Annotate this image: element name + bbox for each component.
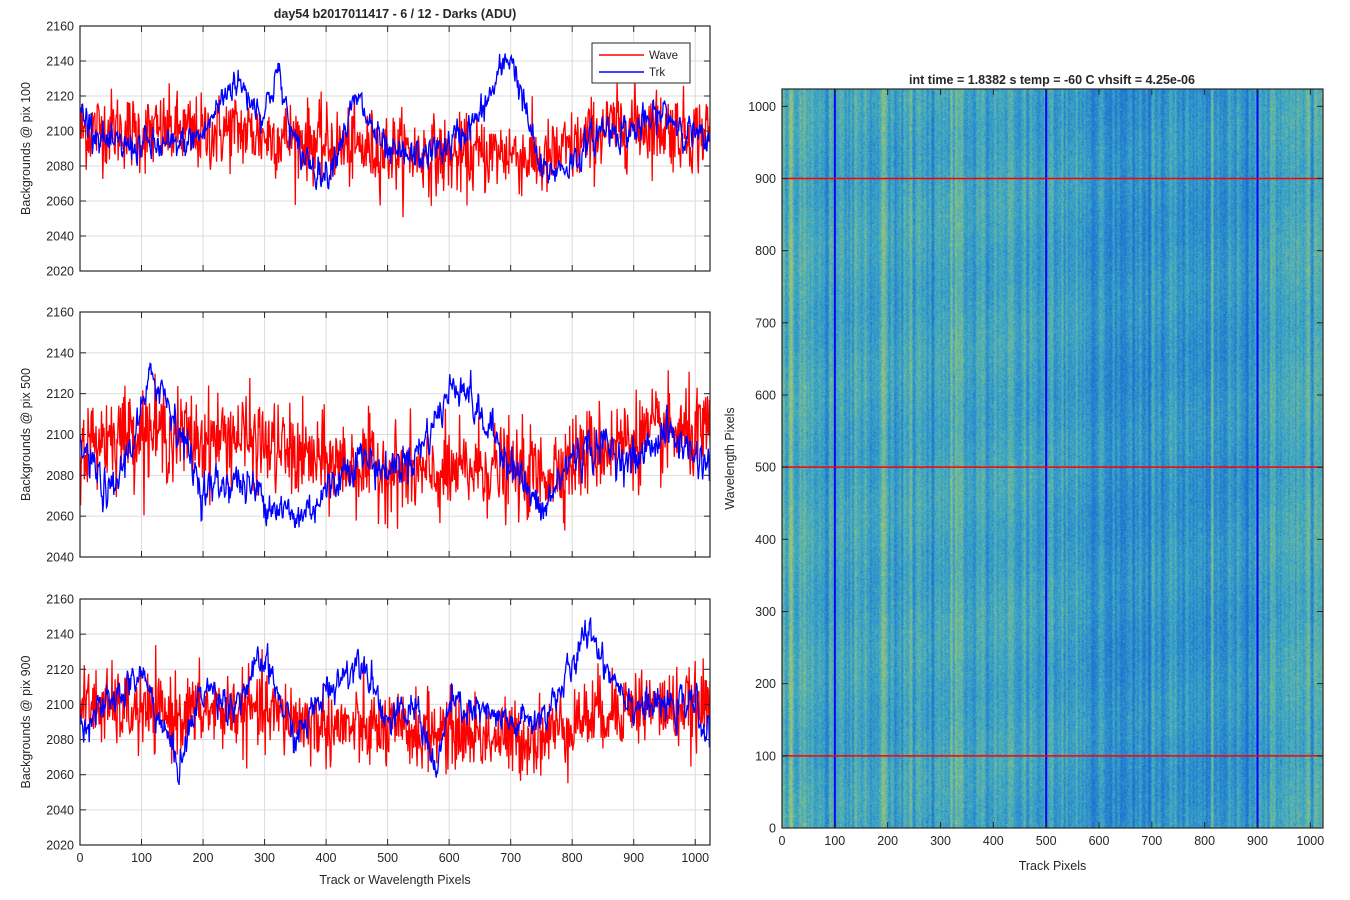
y-tick-label: 2080	[46, 469, 74, 483]
x-axis-label: Track or Wavelength Pixels	[319, 873, 470, 887]
y-tick-label: 200	[755, 677, 776, 691]
x-tick-label: 1000	[681, 851, 709, 865]
axis-ticks: 2040 2060 2080 2100 2120 2140 2160	[46, 306, 710, 565]
x-tick-label: 800	[562, 851, 583, 865]
x-tick-label: 400	[316, 851, 337, 865]
legend-label-trk: Trk	[649, 67, 665, 79]
series-group	[80, 617, 710, 786]
y-tick-label: 2020	[46, 265, 74, 279]
y-tick-label: 2100	[46, 428, 74, 442]
y-tick-label: 2060	[46, 195, 74, 209]
y-tick-label: 2080	[46, 160, 74, 174]
y-tick-label: 2160	[46, 306, 74, 320]
y-axis-label: Backgrounds @ pix 500	[19, 368, 33, 501]
y-tick-label: 2120	[46, 663, 74, 677]
y-tick-label: 2020	[46, 839, 74, 853]
x-tick-label: 700	[1141, 834, 1162, 848]
x-axis-label: Track Pixels	[1019, 859, 1087, 873]
y-axis-label: Wavelength Pixels	[723, 407, 737, 509]
y-tick-label: 2140	[46, 346, 74, 360]
y-tick-label: 2160	[46, 20, 74, 34]
y-tick-label: 0	[769, 822, 776, 836]
y-tick-label: 600	[755, 388, 776, 402]
legend-label-wave: Wave	[649, 50, 678, 62]
y-tick-label: 300	[755, 605, 776, 619]
y-tick-label: 500	[755, 461, 776, 475]
y-tick-label: 800	[755, 244, 776, 258]
line-panel-pix-900: 0 100 200 300 400 500 600 700 800 900 1000 2020 2040…	[19, 593, 711, 887]
y-tick-label: 2060	[46, 768, 74, 782]
x-tick-label: 500	[1036, 834, 1057, 848]
legend-box	[591, 42, 691, 84]
x-tick-label: 700	[500, 851, 521, 865]
y-tick-label: 2060	[46, 510, 74, 524]
x-tick-label: 300	[930, 834, 951, 848]
axes-box	[781, 88, 1324, 829]
x-tick-label: 600	[1089, 834, 1110, 848]
axes-box	[79, 311, 711, 558]
y-axis-label: Backgrounds @ pix 100	[19, 82, 33, 215]
axis-ticks: 2020 2040 2060 2080 2100 2120 2140 2160	[46, 20, 710, 279]
y-tick-label: 100	[755, 749, 776, 763]
y-tick-label: 2040	[46, 230, 74, 244]
line-panel-pix-100: 2020 2040 2060 2080 2100 2120 2140 2160 Backgrou…	[19, 20, 711, 279]
x-tick-label: 300	[254, 851, 275, 865]
left-figure-title: day54 b2017011417 - 6 / 12 - Darks (ADU)	[274, 7, 517, 21]
y-tick-label: 900	[755, 172, 776, 186]
axes-box	[79, 25, 711, 272]
legend: Wave Trk	[591, 42, 691, 84]
series-group	[80, 362, 710, 531]
line-panel-pix-500: 2040 2060 2080 2100 2120 2140 2160 Backgrounds …	[19, 306, 711, 565]
x-tick-label: 100	[824, 834, 845, 848]
y-tick-label: 1000	[748, 100, 776, 114]
y-axis-label: Backgrounds @ pix 900	[19, 656, 33, 789]
x-tick-label: 200	[877, 834, 898, 848]
x-tick-label: 1000	[1296, 834, 1324, 848]
y-tick-label: 2080	[46, 733, 74, 747]
right-figure-title: int time = 1.8382 s temp = -60 C vhsift …	[909, 73, 1195, 87]
y-tick-label: 2120	[46, 387, 74, 401]
series-line-trk	[80, 617, 710, 786]
y-tick-label: 400	[755, 533, 776, 547]
x-tick-label: 600	[439, 851, 460, 865]
axis-ticks: 0 100 200 300 400 500 600 700 800 900 1000 0 100 200 3…	[748, 89, 1324, 848]
axes-box	[79, 598, 711, 846]
x-tick-label: 900	[623, 851, 644, 865]
x-tick-label: 900	[1247, 834, 1268, 848]
series-group	[80, 53, 710, 218]
series-line-trk	[80, 362, 710, 529]
axis-ticks: 0 100 200 300 400 500 600 700 800 900 1000 2020 2040…	[46, 593, 710, 865]
heatmap-image	[782, 89, 1323, 828]
x-tick-label: 100	[131, 851, 152, 865]
y-tick-label: 2140	[46, 628, 74, 642]
series-line-wave	[80, 645, 710, 784]
x-tick-label: 0	[779, 834, 786, 848]
x-tick-label: 400	[983, 834, 1004, 848]
y-tick-label: 2100	[46, 125, 74, 139]
x-tick-label: 800	[1194, 834, 1215, 848]
y-tick-label: 2120	[46, 90, 74, 104]
x-tick-label: 0	[77, 851, 84, 865]
heatmap-panel: 0 100 200 300 400 500 600 700 800 900 1000 0 100 200 3…	[723, 88, 1324, 873]
y-tick-label: 2140	[46, 55, 74, 69]
series-line-trk	[80, 53, 710, 191]
y-tick-label: 2160	[46, 593, 74, 607]
y-tick-label: 2040	[46, 803, 74, 817]
x-tick-label: 200	[193, 851, 214, 865]
y-tick-label: 700	[755, 316, 776, 330]
x-tick-label: 500	[377, 851, 398, 865]
y-tick-label: 2040	[46, 551, 74, 565]
y-tick-label: 2100	[46, 698, 74, 712]
